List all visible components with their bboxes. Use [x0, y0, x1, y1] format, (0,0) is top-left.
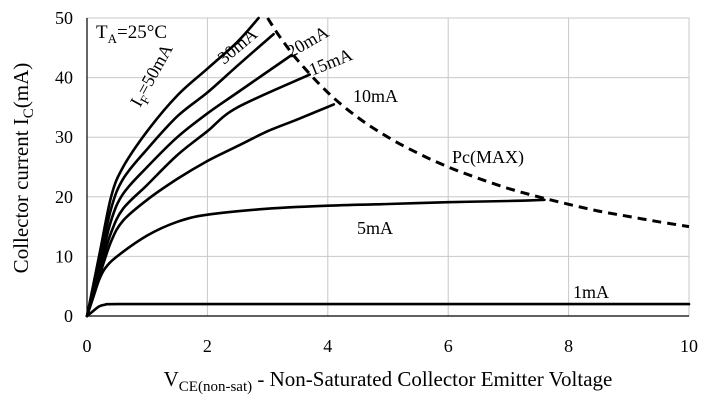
series-curve-i [85, 16, 260, 318]
x-tick-label: 8 [564, 336, 573, 356]
curves [85, 16, 691, 318]
series-label: 30mA [214, 24, 261, 68]
temperature-annotation: TA=25°C [96, 22, 167, 46]
axes [86, 18, 689, 317]
plot-frame [86, 17, 690, 317]
tick-labels: 0 2 4 6 8 10 0 10 20 30 40 50 [55, 8, 698, 356]
x-axis-title: VCE(non-sat) - Non-Saturated Collector E… [164, 367, 613, 394]
x-tick-label: 2 [203, 336, 212, 356]
pc-max-label: Pc(MAX) [452, 147, 524, 168]
y-tick-label: 40 [55, 68, 73, 88]
y-tick-label: 10 [55, 246, 73, 266]
series-label: 1mA [573, 282, 609, 302]
series-curve-20ma [85, 53, 293, 318]
y-tick-label: 50 [55, 8, 73, 28]
x-tick-label: 0 [83, 336, 92, 356]
series-curve-5ma [85, 198, 546, 318]
grid [86, 17, 690, 317]
series-label: 10mA [353, 86, 398, 106]
x-tick-label: 4 [323, 336, 332, 356]
x-tick-label: 6 [444, 336, 453, 356]
series-curve-30ma [85, 32, 275, 318]
pc-max-curve [266, 17, 690, 229]
x-tick-label: 10 [680, 336, 698, 356]
series-label: 5mA [357, 218, 393, 238]
y-axis-title: Collector current IC(mA) [9, 63, 37, 274]
series-curve-10ma [85, 103, 336, 318]
series-curve-1ma [85, 302, 691, 318]
series-curve-15ma [85, 73, 311, 318]
y-tick-label: 20 [55, 187, 73, 207]
y-tick-label: 30 [55, 127, 73, 147]
y-tick-label: 0 [64, 306, 73, 326]
